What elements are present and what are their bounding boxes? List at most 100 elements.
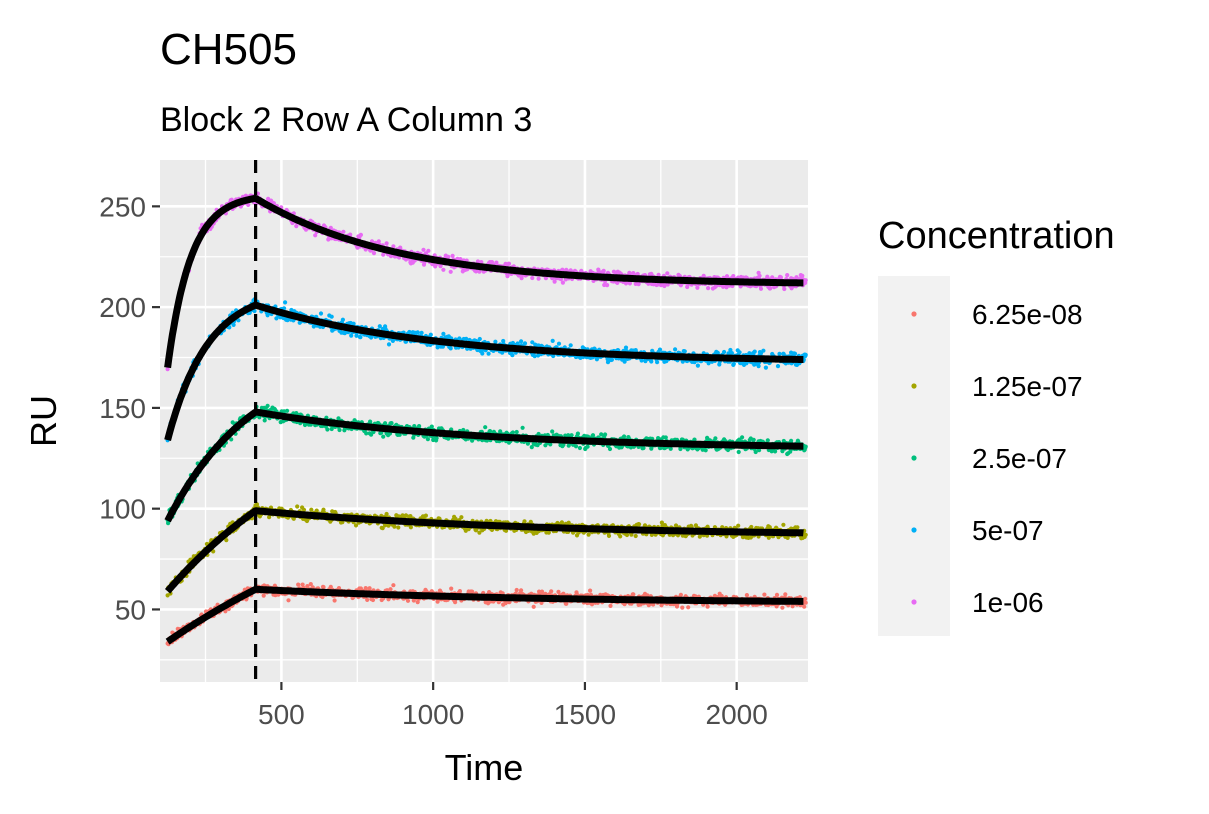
data-point bbox=[550, 338, 555, 343]
data-point bbox=[325, 427, 330, 432]
data-point bbox=[657, 347, 663, 352]
data-point bbox=[766, 535, 771, 540]
data-point bbox=[224, 538, 229, 543]
data-point bbox=[381, 434, 386, 439]
data-point bbox=[329, 314, 334, 319]
data-point bbox=[719, 593, 724, 599]
data-point bbox=[261, 593, 266, 598]
data-point bbox=[678, 592, 684, 597]
data-point bbox=[514, 429, 519, 435]
data-point bbox=[586, 532, 591, 537]
data-point bbox=[556, 341, 562, 346]
data-point bbox=[370, 597, 376, 603]
data-point bbox=[363, 586, 368, 591]
data-point bbox=[392, 524, 397, 529]
data-point bbox=[550, 429, 555, 434]
data-point bbox=[503, 601, 508, 606]
data-point bbox=[514, 587, 519, 593]
data-point bbox=[785, 535, 790, 541]
data-point bbox=[622, 434, 627, 439]
data-point bbox=[391, 583, 396, 588]
data-point bbox=[539, 589, 545, 594]
data-point bbox=[211, 549, 216, 554]
data-point bbox=[608, 603, 613, 609]
data-point bbox=[504, 528, 509, 533]
data-point bbox=[549, 589, 554, 594]
data-point bbox=[525, 441, 531, 446]
data-point bbox=[678, 446, 683, 452]
data-point bbox=[453, 600, 458, 605]
data-point bbox=[568, 343, 573, 348]
data-point bbox=[520, 425, 525, 430]
data-point bbox=[337, 427, 342, 433]
data-point bbox=[603, 432, 608, 437]
data-point bbox=[386, 342, 392, 347]
data-point bbox=[365, 597, 370, 603]
data-point bbox=[367, 586, 372, 591]
data-point bbox=[425, 437, 430, 442]
data-point bbox=[573, 444, 579, 449]
data-point bbox=[305, 584, 310, 589]
data-point bbox=[321, 585, 326, 590]
data-point bbox=[459, 515, 464, 520]
data-point bbox=[659, 520, 665, 525]
data-point bbox=[663, 435, 668, 440]
data-point bbox=[265, 403, 270, 408]
data-point bbox=[519, 588, 524, 593]
data-point bbox=[736, 449, 741, 455]
data-point bbox=[703, 448, 708, 453]
data-point bbox=[802, 604, 807, 609]
data-point bbox=[781, 522, 786, 527]
data-point bbox=[262, 418, 267, 423]
data-point bbox=[308, 582, 313, 587]
data-point bbox=[606, 533, 612, 539]
data-point bbox=[803, 600, 808, 605]
data-point bbox=[434, 436, 439, 441]
data-point bbox=[408, 525, 413, 530]
data-point bbox=[411, 598, 416, 603]
data-point bbox=[415, 330, 420, 335]
data-point bbox=[483, 425, 488, 430]
data-point bbox=[457, 589, 462, 594]
data-point bbox=[607, 446, 613, 452]
data-point bbox=[556, 589, 561, 595]
data-point bbox=[519, 339, 524, 344]
data-point bbox=[522, 341, 528, 346]
data-point bbox=[803, 444, 808, 449]
data-point bbox=[649, 359, 654, 364]
data-point bbox=[531, 604, 536, 609]
data-point bbox=[314, 508, 319, 513]
data-point bbox=[618, 534, 623, 539]
data-point bbox=[358, 335, 363, 340]
data-point bbox=[803, 596, 808, 602]
data-point bbox=[257, 415, 262, 420]
data-point bbox=[296, 582, 301, 587]
data-point bbox=[493, 339, 498, 344]
data-point bbox=[301, 507, 307, 512]
data-point bbox=[795, 525, 800, 530]
data-point bbox=[510, 353, 515, 358]
data-point bbox=[480, 351, 485, 356]
data-point bbox=[283, 300, 288, 305]
data-point bbox=[575, 431, 581, 436]
data-point bbox=[655, 360, 660, 365]
data-point bbox=[396, 525, 401, 530]
data-point bbox=[383, 523, 388, 528]
data-point bbox=[744, 593, 750, 598]
data-point bbox=[705, 604, 710, 609]
data-point bbox=[773, 449, 778, 454]
data-point bbox=[780, 605, 785, 610]
data-point bbox=[762, 592, 767, 597]
data-point bbox=[589, 602, 595, 607]
data-point bbox=[588, 588, 593, 593]
data-point bbox=[423, 513, 428, 518]
data-point bbox=[477, 530, 482, 535]
data-point bbox=[336, 586, 342, 591]
data-point bbox=[522, 519, 527, 524]
data-point bbox=[349, 333, 354, 338]
data-point bbox=[229, 437, 234, 442]
data-point bbox=[680, 605, 685, 610]
data-point bbox=[254, 502, 259, 507]
data-point bbox=[569, 433, 574, 438]
data-point bbox=[166, 521, 171, 526]
